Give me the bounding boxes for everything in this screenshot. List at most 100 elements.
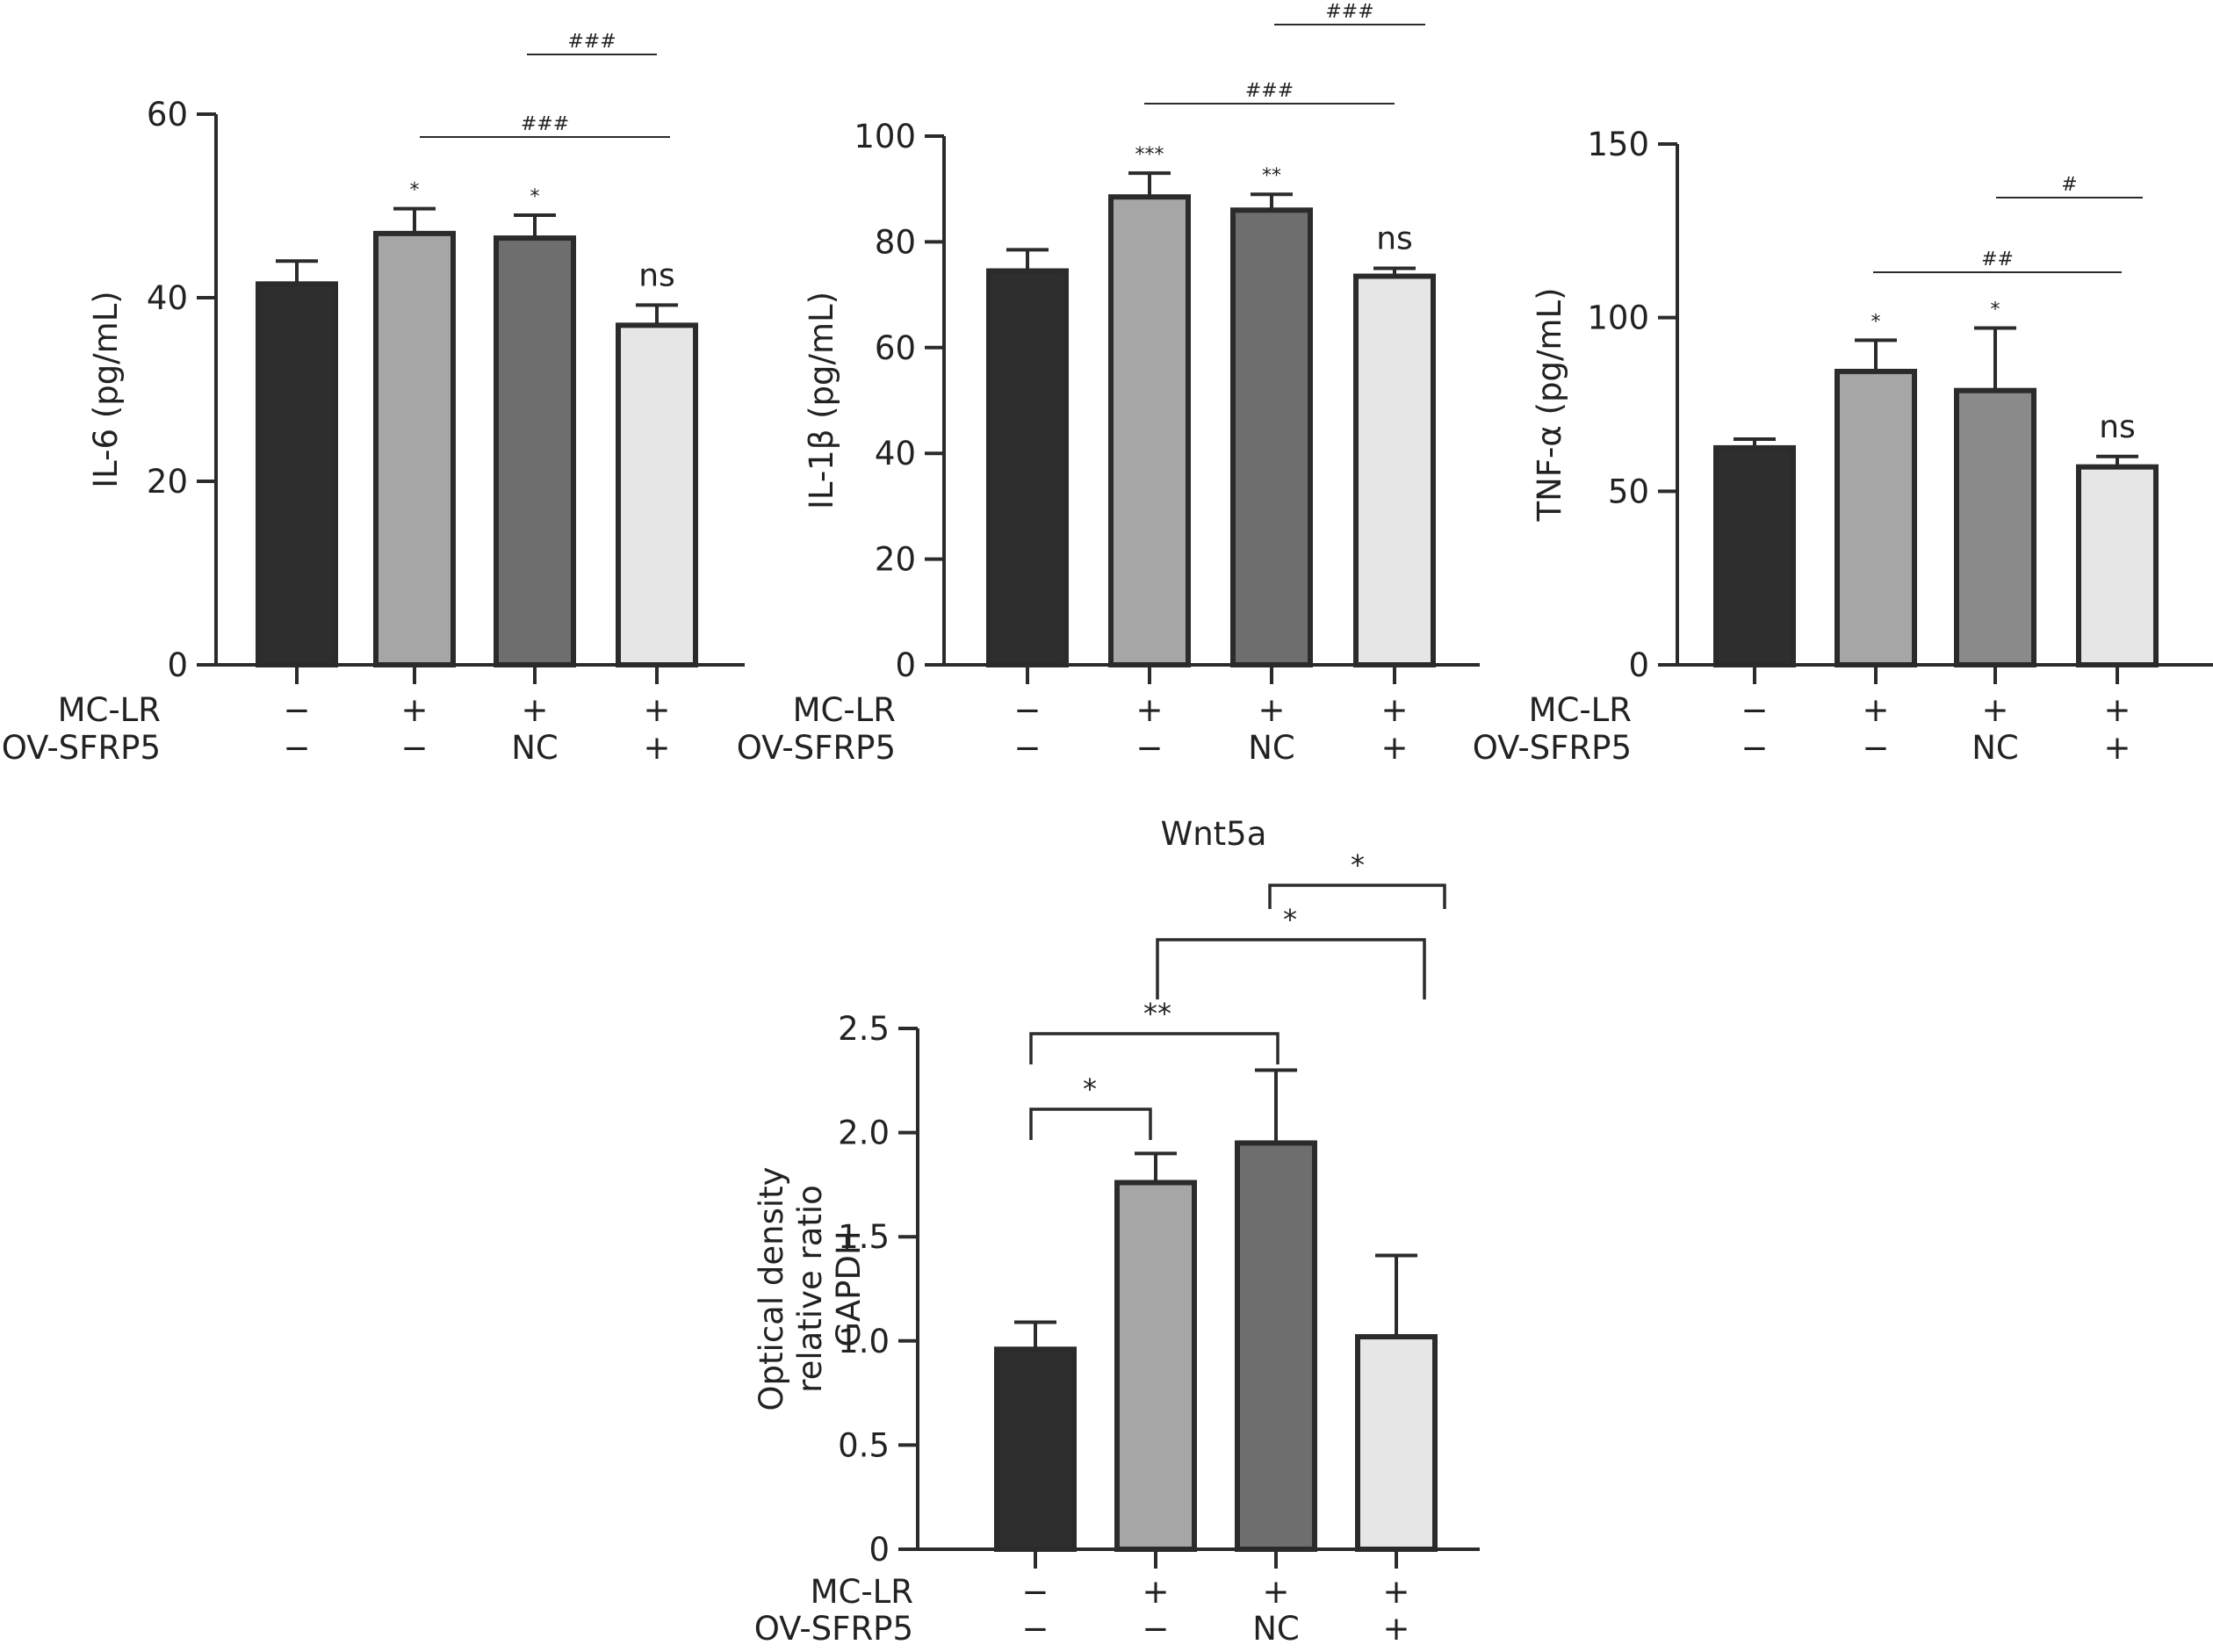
mc-lr-row-label: MC-LR [793, 691, 896, 729]
bar [616, 322, 698, 667]
y-tick-label: 2.5 [838, 1010, 890, 1048]
mc-lr-value: + [400, 691, 428, 729]
y-tick-label: 100 [1587, 299, 1649, 337]
bar [1835, 368, 1917, 667]
ov-sfrp5-value: NC [1252, 1610, 1300, 1648]
y-axis-label: IL-6 (pg/mL) [87, 291, 125, 488]
mc-lr-row-label: MC-LR [58, 691, 161, 729]
comparison-label: ** [1143, 997, 1171, 1030]
y-tick-label: 50 [1608, 473, 1649, 510]
ov-sfrp5-value: + [2103, 729, 2130, 767]
y-tick-label: 0.5 [838, 1426, 890, 1464]
y-tick-label: 40 [147, 279, 188, 317]
bar [1230, 207, 1313, 667]
bar [494, 235, 576, 667]
significance-label: ns [2099, 409, 2136, 445]
ov-sfrp5-value: + [1380, 729, 1408, 767]
ov-sfrp5-value: − [283, 729, 310, 767]
comparison-label: ### [521, 113, 569, 135]
ov-sfrp5-value: + [643, 729, 670, 767]
significance-label: * [530, 186, 540, 208]
y-tick-label: 0 [895, 646, 916, 684]
bar [994, 1346, 1077, 1552]
mc-lr-value: + [1258, 691, 1285, 729]
bar [1114, 1179, 1197, 1552]
mc-lr-value: + [1135, 691, 1163, 729]
bar [1355, 1334, 1438, 1553]
y-axis-label: IL-1β (pg/mL) [803, 292, 840, 509]
ov-sfrp5-value: − [1021, 1610, 1049, 1648]
mc-lr-value: + [521, 691, 548, 729]
ov-sfrp5-value: − [1142, 1610, 1169, 1648]
y-tick-label: 0 [167, 646, 188, 684]
comparison-label: * [1283, 903, 1297, 936]
y-tick-label: 40 [875, 435, 916, 473]
ov-sfrp5-value: − [1741, 729, 1768, 767]
significance-label: ns [638, 257, 675, 293]
significance-label: * [1991, 299, 2000, 321]
y-tick-label: 20 [875, 541, 916, 579]
mc-lr-value: + [1380, 691, 1408, 729]
y-tick-label: 20 [147, 463, 188, 501]
mc-lr-value: + [1262, 1573, 1289, 1611]
ov-sfrp5-value: NC [511, 729, 559, 767]
y-axis-label: TNF-α (pg/mL) [1531, 287, 1568, 522]
y-tick-label: 150 [1587, 126, 1649, 163]
y-tick-label: 60 [875, 329, 916, 367]
y-tick-label: 0 [869, 1531, 890, 1569]
bar [256, 281, 338, 667]
mc-lr-value: + [1142, 1573, 1169, 1611]
comparison-label: ### [1325, 1, 1373, 23]
comparison-label: ## [1981, 249, 2014, 271]
ov-sfrp5-row-label: OV-SFRP5 [2, 729, 161, 767]
ov-sfrp5-value: − [1013, 729, 1041, 767]
y-tick-label: 0 [1628, 646, 1649, 684]
bar [986, 268, 1069, 667]
mc-lr-value: + [1862, 691, 1889, 729]
bar [373, 230, 456, 667]
significance-bracket [1029, 1032, 1280, 1064]
mc-lr-row-label: MC-LR [1529, 691, 1632, 729]
bar [1353, 273, 1436, 667]
y-axis-label-line: GAPDH [830, 1230, 868, 1347]
comparison-label: * [1083, 1072, 1097, 1106]
significance-label: ** [1262, 165, 1281, 187]
mc-lr-value: − [283, 691, 310, 729]
mc-lr-value: − [1013, 691, 1041, 729]
significance-bracket [1268, 884, 1446, 909]
significance-label: * [410, 180, 420, 202]
y-tick-label: 2.0 [838, 1115, 890, 1152]
ov-sfrp5-value: NC [1248, 729, 1295, 767]
mc-lr-row-label: MC-LR [811, 1573, 913, 1611]
mc-lr-value: + [2103, 691, 2130, 729]
significance-label: *** [1135, 144, 1164, 166]
wnt5a-chart: 0 0.5 1.0 1.5 2.0 2.5 Optical densityrelative … [753, 815, 1480, 1648]
mc-lr-value: + [1981, 691, 2008, 729]
significance-bracket [1156, 938, 1426, 999]
y-axis-label-line: Optical density [753, 1166, 790, 1410]
ov-sfrp5-row-label: OV-SFRP5 [1473, 729, 1632, 767]
comparison-label: # [2061, 174, 2077, 196]
bar [1713, 444, 1796, 667]
ov-sfrp5-value: − [400, 729, 428, 767]
y-tick-label: 1.5 [838, 1218, 890, 1256]
y-axis-label: Optical densityrelative ratioGAPDH [753, 1166, 868, 1410]
y-tick-label: 1.0 [838, 1323, 890, 1360]
ov-sfrp5-row-label: OV-SFRP5 [737, 729, 896, 767]
chart-title: Wnt5a [1161, 815, 1267, 853]
ov-sfrp5-row-label: OV-SFRP5 [754, 1610, 913, 1648]
bar [1954, 387, 2036, 667]
y-tick-label: 80 [875, 223, 916, 261]
significance-label: * [1871, 311, 1881, 333]
mc-lr-value: − [1741, 691, 1768, 729]
bar [2076, 464, 2159, 667]
mc-lr-value: + [643, 691, 670, 729]
comparison-label: ### [1245, 80, 1294, 102]
ov-sfrp5-value: + [1382, 1610, 1409, 1648]
significance-bracket [1029, 1107, 1152, 1140]
significance-label: ns [1376, 221, 1413, 257]
y-tick-label: 60 [147, 96, 188, 133]
